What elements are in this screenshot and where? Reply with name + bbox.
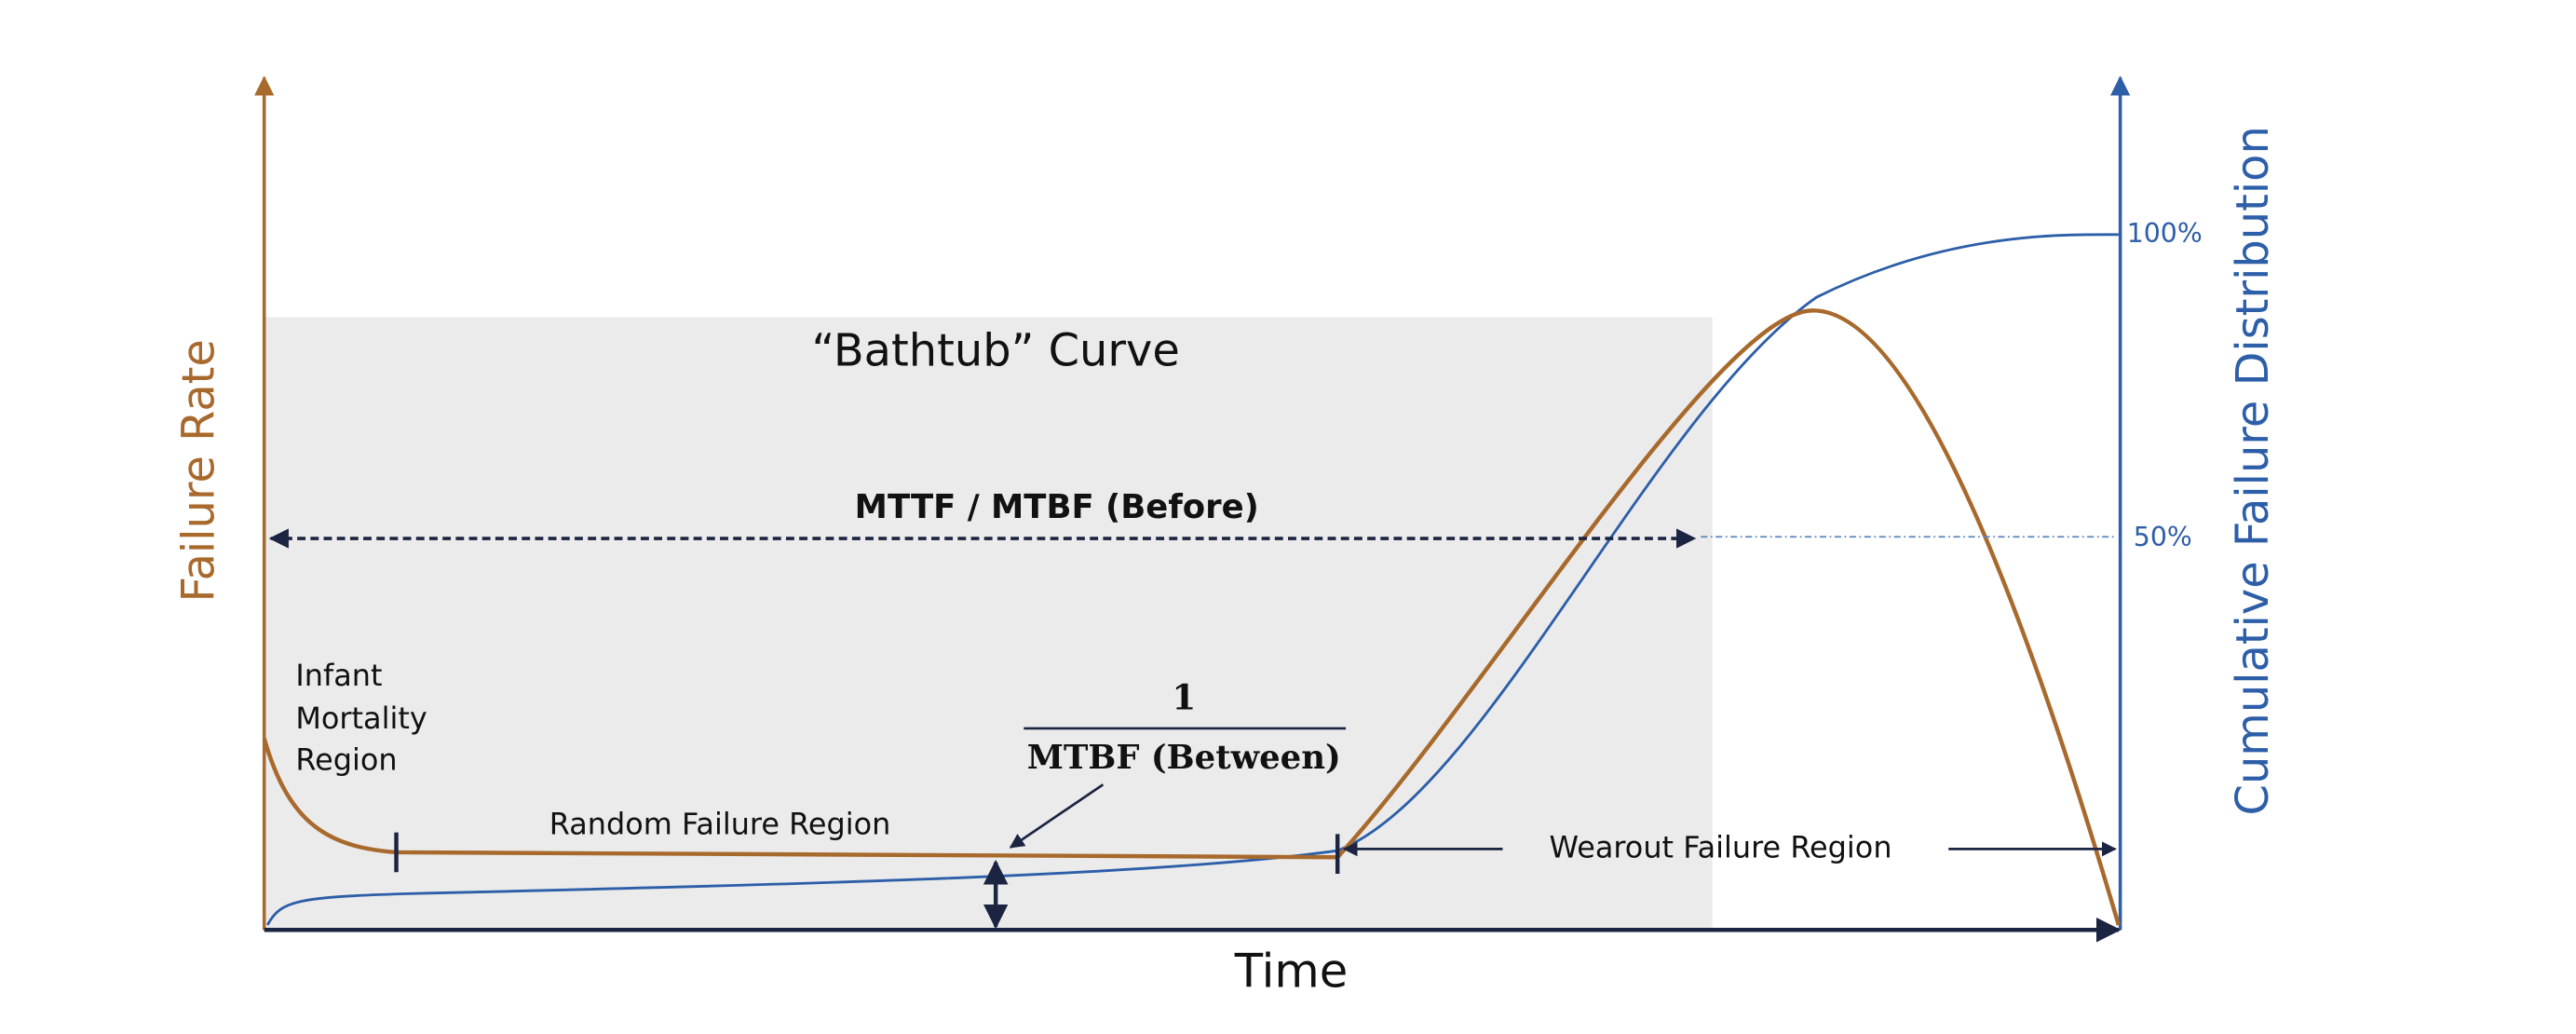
infant-label: Infant [295, 658, 382, 693]
random-label: Random Failure Region [549, 807, 891, 842]
right-tick-label: 100% [2127, 218, 2203, 249]
infant-label: Region [295, 741, 397, 777]
bottom-axis-label: Time [1234, 945, 1348, 999]
left-axis-label: Failure Rate [173, 339, 224, 602]
fraction-denominator: MTBF (Between) [1027, 739, 1341, 777]
fraction-numerator: 1 [1172, 676, 1196, 717]
mttf-label: MTTF / MTBF (Before) [855, 488, 1259, 526]
pointer-arrow [1009, 783, 1105, 849]
bathtub-region [264, 317, 1713, 931]
infant-label: Mortality [295, 701, 427, 736]
right-axis-label: Cumulative Failure Distribution [2228, 126, 2279, 815]
bathtub-curve [262, 308, 2121, 926]
wearout-label: Wearout Failure Region [1550, 829, 1892, 864]
title: “Bathtub” Curve [812, 325, 1180, 376]
right-tick-label: 50% [2134, 522, 2192, 552]
